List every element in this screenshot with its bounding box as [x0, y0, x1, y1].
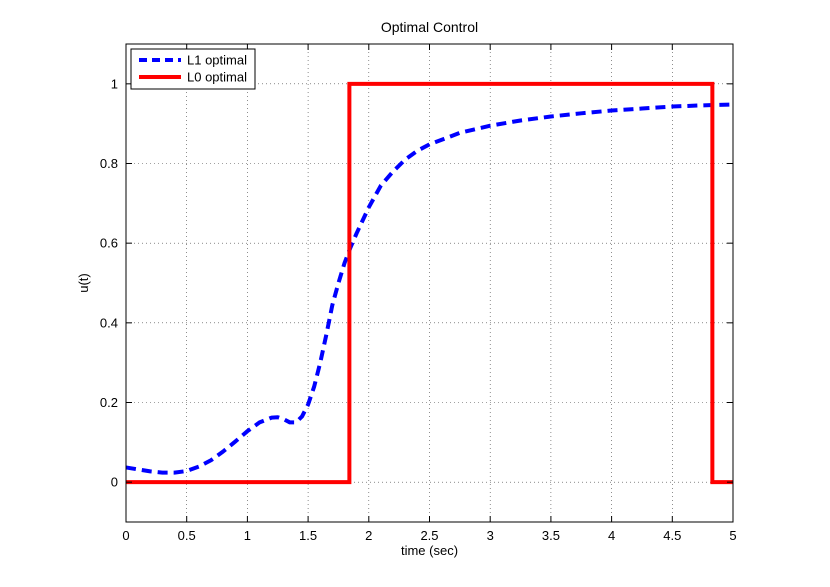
- legend-label: L1 optimal: [187, 53, 247, 68]
- chart-title: Optimal Control: [381, 19, 478, 35]
- x-tick-label: 1: [244, 528, 251, 543]
- x-tick-label: 4.5: [663, 528, 681, 543]
- x-tick-label: 3.5: [542, 528, 560, 543]
- plot-area: [126, 44, 733, 522]
- y-tick-label: 0.8: [100, 156, 118, 171]
- x-tick-label: 0: [122, 528, 129, 543]
- legend-box: [130, 48, 256, 90]
- y-tick-label: 0: [111, 475, 118, 490]
- y-axis-label: u(t): [76, 273, 91, 293]
- series-line-l1-optimal: [125, 102, 734, 475]
- series-lines: [125, 81, 734, 485]
- y-tick-label: 0.2: [100, 395, 118, 410]
- x-tick-label: 2: [365, 528, 372, 543]
- x-tick-label: 0.5: [178, 528, 196, 543]
- series-line-l0-optimal: [126, 81, 733, 485]
- x-tick-label: 2.5: [420, 528, 438, 543]
- y-tick-label: 0.4: [100, 315, 118, 330]
- y-tick-label: 1: [111, 76, 118, 91]
- x-tick-label: 5: [729, 528, 736, 543]
- x-tick-label: 3: [487, 528, 494, 543]
- x-tick-label: 1.5: [299, 528, 317, 543]
- legend: L1 optimal L0 optimal: [130, 48, 256, 90]
- axis-ticks: 0 0.5 1 1.5 2 2.5 3 3.5 4 4.5 5 0 0.2 0.4 0.6 0.8 1: [100, 44, 737, 543]
- x-axis-label: time (sec): [401, 543, 458, 558]
- legend-label: L0 optimal: [187, 70, 247, 85]
- x-tick-label: 4: [608, 528, 615, 543]
- y-tick-label: 0.6: [100, 236, 118, 251]
